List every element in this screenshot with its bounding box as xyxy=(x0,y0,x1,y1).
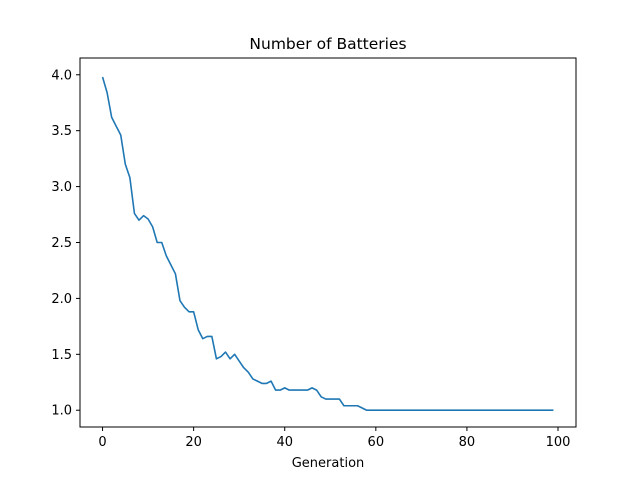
series-layer xyxy=(101,76,554,412)
y-tick-label: 2.0 xyxy=(51,292,72,307)
x-tick-label: 100 xyxy=(546,435,571,450)
x-tick-label: 80 xyxy=(459,435,476,450)
x-tick-label: 20 xyxy=(185,435,202,450)
x-tick-label: 0 xyxy=(98,435,106,450)
x-axis: 0 20 40 60 80 100 xyxy=(98,427,570,450)
y-tick-label: 4.0 xyxy=(51,68,72,83)
y-tick-label: 3.0 xyxy=(51,180,72,195)
plot-frame xyxy=(79,57,577,428)
y-tick-label: 1.5 xyxy=(51,348,72,363)
x-axis-label: Generation xyxy=(292,456,365,471)
x-tick-label: 40 xyxy=(276,435,293,450)
y-axis: 1.0 1.5 2.0 2.5 3.0 3.5 4.0 xyxy=(51,68,80,419)
series-line-0 xyxy=(101,76,554,412)
plot-area xyxy=(79,57,577,428)
chart-title: Number of Batteries xyxy=(249,35,406,53)
x-tick-label: 60 xyxy=(368,435,385,450)
y-tick-label: 3.5 xyxy=(51,124,72,139)
y-tick-label: 2.5 xyxy=(51,236,72,251)
y-tick-label: 1.0 xyxy=(51,404,72,419)
